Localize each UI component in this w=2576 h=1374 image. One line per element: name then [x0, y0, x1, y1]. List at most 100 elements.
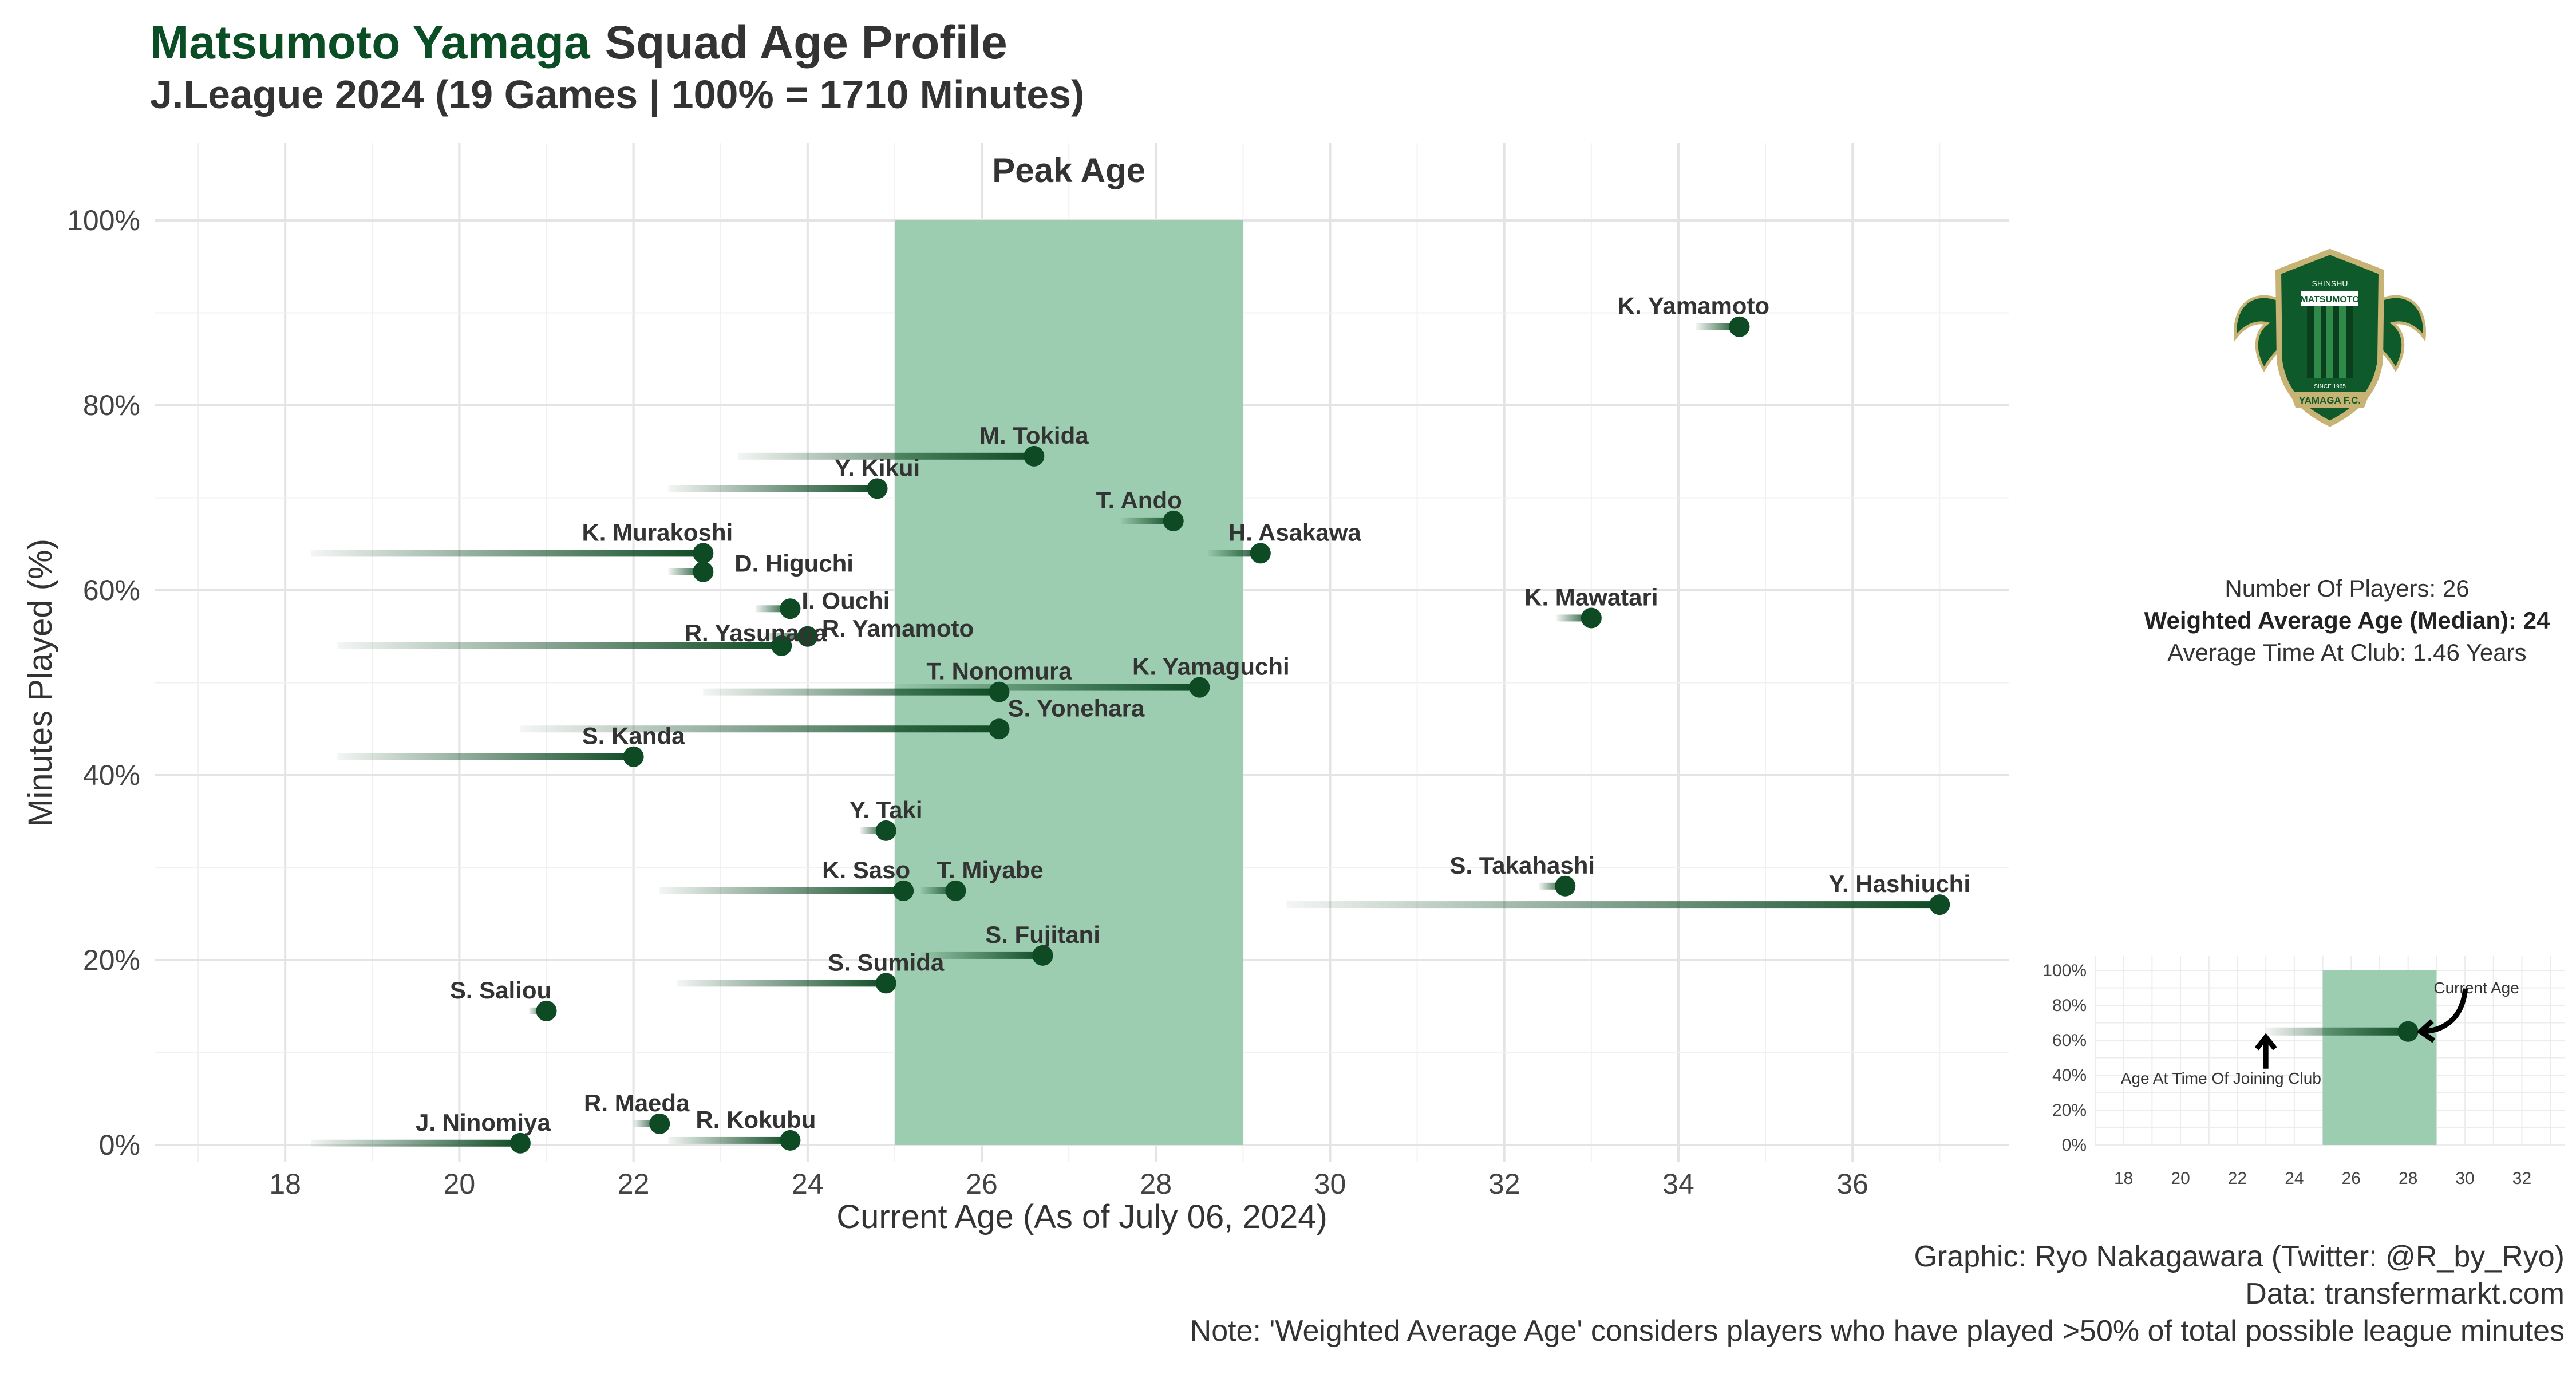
tenure-line — [337, 642, 782, 649]
player-label: S. Sumida — [828, 949, 945, 976]
legend-y-ticks: 0% 20% 40% 60% 80% 100% — [2042, 961, 2087, 1155]
legend-tenure-line — [2266, 1027, 2408, 1036]
player-point — [1929, 894, 1950, 915]
crest-since-text: SINCE 1965 — [2314, 384, 2346, 390]
x-tick-label: 28 — [1140, 1168, 1172, 1200]
x-axis-label: Current Age (As of July 06, 2024) — [836, 1198, 1327, 1235]
x-tick-label: 36 — [1836, 1168, 1868, 1200]
club-crest-logo: SHINSHU MATSUMOTO SINCE 1965 YAMAGA F.C. — [2221, 240, 2439, 435]
player-label: R. Maeda — [584, 1089, 690, 1116]
tenure-line — [920, 951, 1043, 959]
player-label: Y. Kikui — [835, 454, 920, 481]
legend-x-tick-label: 20 — [2171, 1169, 2190, 1188]
y-tick-label: 0% — [99, 1129, 140, 1161]
player-point — [945, 880, 966, 901]
legend-joined-arrowhead — [2254, 1033, 2277, 1051]
weighted-average-age: Weighted Average Age (Median): 24 — [2144, 607, 2550, 634]
player-label: T. Nonomura — [926, 658, 1072, 685]
player-label: D. Higuchi — [734, 550, 854, 577]
x-tick-label: 24 — [792, 1168, 824, 1200]
team-name: Matsumoto Yamaga — [150, 17, 590, 69]
legend-y-tick-label: 0% — [2062, 1136, 2087, 1155]
x-tick-label: 26 — [966, 1168, 998, 1200]
legend-x-tick-label: 24 — [2285, 1169, 2304, 1188]
player-point — [693, 543, 714, 564]
tenure-line — [668, 485, 878, 492]
y-tick-label: 20% — [83, 944, 140, 976]
player-point — [875, 820, 896, 841]
chart-subtitle: J.League 2024 (19 Games | 100% = 1710 Mi… — [150, 72, 1085, 117]
player-label: Y. Taki — [850, 796, 923, 823]
y-tick-label: 40% — [83, 759, 140, 791]
player-point — [893, 880, 914, 901]
tenure-line — [1696, 323, 1740, 330]
player-point — [797, 626, 818, 647]
player-point — [536, 1000, 557, 1021]
squad-summary: Number Of Players: 26 Weighted Average A… — [2118, 572, 2576, 669]
player-label: S. Kanda — [582, 722, 685, 749]
player-point — [1729, 316, 1750, 337]
legend-x-ticks: 18 20 22 24 26 28 30 32 — [2114, 1169, 2531, 1188]
player-point — [780, 1130, 801, 1151]
legend-x-tick-label: 22 — [2228, 1169, 2247, 1188]
x-tick-label: 32 — [1488, 1168, 1520, 1200]
tenure-line — [311, 550, 704, 557]
player-point — [875, 973, 896, 994]
player-point — [623, 746, 644, 767]
legend-x-tick-label: 18 — [2114, 1169, 2133, 1188]
players-count: Number Of Players: 26 — [2225, 575, 2470, 602]
legend-y-tick-label: 20% — [2052, 1101, 2087, 1120]
x-tick-label: 20 — [444, 1168, 476, 1200]
legend-current-point — [2397, 1021, 2419, 1042]
player-label: K. Murakoshi — [582, 519, 733, 546]
player-point — [649, 1113, 670, 1134]
crest-banner-text: YAMAGA F.C. — [2299, 395, 2361, 406]
x-axis-ticks: 18 20 22 24 26 28 30 32 34 36 — [269, 1168, 1868, 1200]
tenure-line — [703, 688, 999, 696]
player-label: R. Yasunaga — [685, 619, 828, 646]
x-tick-label: 22 — [618, 1168, 650, 1200]
y-tick-label: 60% — [83, 574, 140, 606]
x-tick-label: 34 — [1662, 1168, 1694, 1200]
crest-top-text: SHINSHU — [2312, 279, 2348, 288]
legend-chart: 18 20 22 24 26 28 30 32 0% 20% 40% 60% 80% 100% Curr… — [2042, 956, 2565, 1188]
legend-x-tick-label: 32 — [2512, 1169, 2531, 1188]
player-point — [1250, 543, 1271, 564]
x-tick-label: 18 — [269, 1168, 301, 1200]
legend-y-tick-label: 40% — [2052, 1066, 2087, 1085]
tenure-line — [677, 980, 886, 987]
player-point — [1555, 875, 1576, 897]
right-wing-icon — [2369, 295, 2426, 372]
legend-current-age-label: Current Age — [2433, 979, 2519, 997]
player-point — [867, 478, 888, 499]
tenure-line — [738, 452, 1034, 460]
player-label: T. Miyabe — [937, 856, 1044, 883]
y-axis-label: Minutes Played (%) — [22, 539, 59, 827]
player-label: M. Tokida — [979, 422, 1089, 449]
tenure-line — [659, 887, 904, 894]
player-label: R. Kokubu — [696, 1106, 816, 1133]
player-label: T. Ando — [1096, 487, 1182, 514]
legend-y-tick-label: 80% — [2052, 996, 2087, 1015]
player-point — [1032, 945, 1053, 966]
legend-tenure-bar — [2266, 1027, 2408, 1036]
tenure-line — [1208, 550, 1261, 557]
legend-peak-band — [2322, 970, 2437, 1145]
footer-note: Note: 'Weighted Average Age' considers p… — [1190, 1314, 2565, 1348]
legend-current-arrow — [2420, 988, 2468, 1035]
player-label: Y. Hashiuchi — [1829, 870, 1970, 897]
footer-credit: Graphic: Ryo Nakagawara (Twitter: @R_by_… — [1914, 1240, 2565, 1273]
player-point — [780, 598, 801, 619]
left-wing-icon — [2234, 295, 2290, 372]
y-tick-label: 80% — [83, 389, 140, 421]
player-labels: K. Yamamoto M. Tokida Y. Kikui T. Ando H. As… — [416, 293, 1970, 1136]
player-point — [989, 681, 1010, 702]
legend-x-tick-label: 26 — [2342, 1169, 2361, 1188]
player-point — [771, 635, 792, 656]
player-label: S. Saliou — [450, 977, 551, 1004]
player-point — [693, 561, 714, 582]
player-label: H. Asakawa — [1228, 519, 1362, 546]
legend-y-tick-label: 100% — [2042, 961, 2087, 980]
legend-joined-label: Age At Time Of Joining Club — [2121, 1069, 2321, 1087]
